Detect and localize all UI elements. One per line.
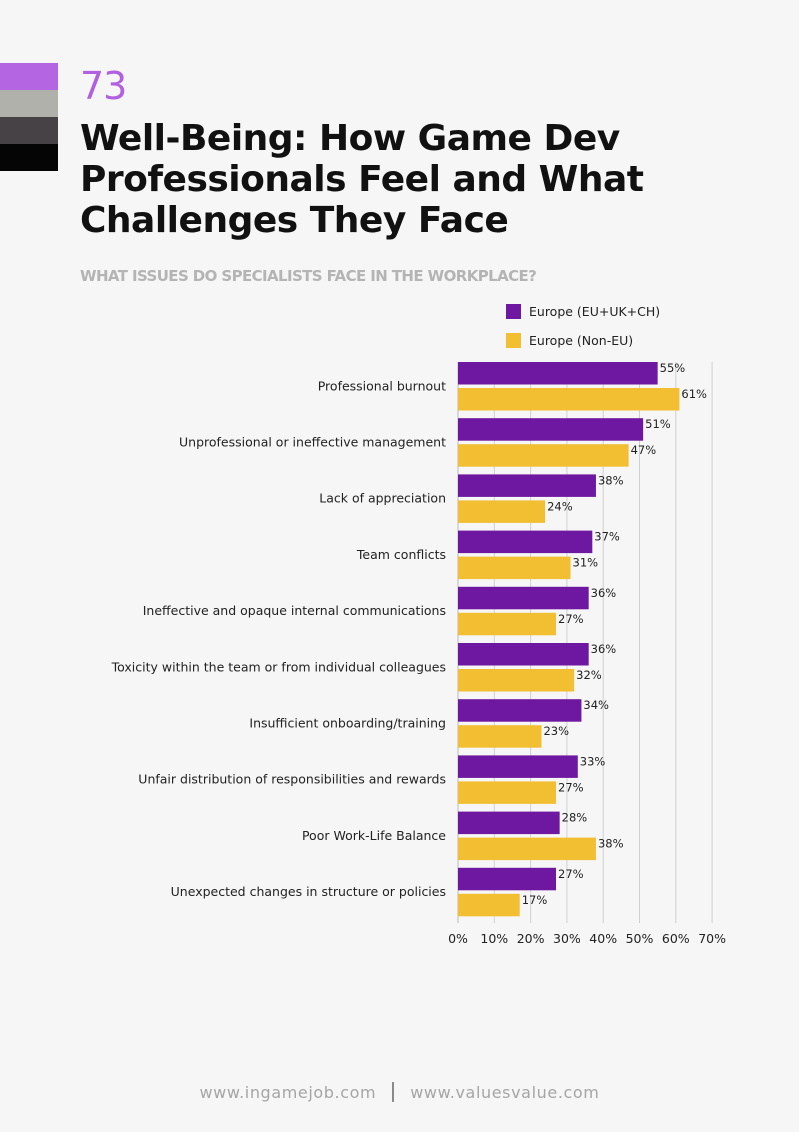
data-label: 38% [598, 837, 624, 851]
data-label: 28% [562, 811, 588, 825]
chart-title: WHAT ISSUES DO SPECIALISTS FACE IN THE W… [80, 267, 537, 285]
legend-swatch-eu [506, 304, 521, 319]
bar [458, 699, 582, 722]
bar [458, 867, 557, 891]
category-label: Team conflicts [356, 547, 446, 562]
bar [458, 444, 629, 467]
legend-item-non-eu: Europe (Non-EU) [506, 332, 660, 349]
data-label: 36% [591, 642, 617, 656]
bar [458, 643, 589, 666]
data-label: 27% [558, 780, 584, 794]
bar [458, 586, 589, 610]
data-label: 32% [576, 668, 602, 682]
bar [458, 500, 546, 523]
x-tick-label: 0% [448, 931, 468, 946]
category-label: Ineffective and opaque internal communic… [143, 603, 446, 618]
data-label: 27% [558, 867, 584, 881]
bar [458, 755, 578, 778]
data-label: 61% [681, 387, 707, 401]
bar-chart: 0% 10% 20% 30% 40% 50% 60% 70% Professional burn… [111, 361, 726, 946]
bar [458, 362, 658, 385]
bar [458, 418, 644, 441]
bar [458, 530, 593, 554]
bar [458, 612, 557, 636]
data-label: 51% [645, 417, 671, 431]
legend-label-eu: Europe (EU+UK+CH) [529, 304, 661, 319]
data-label: 27% [558, 612, 584, 626]
data-label: 34% [583, 698, 609, 712]
category-label: Professional burnout [318, 378, 446, 393]
data-label: 36% [591, 586, 617, 600]
x-tick-label: 20% [517, 931, 545, 946]
color-swatch-dark [0, 117, 58, 144]
legend-item-eu: Europe (EU+UK+CH) [506, 303, 660, 320]
data-label: 55% [660, 361, 686, 375]
bar [458, 669, 575, 692]
chart-legend: Europe (EU+UK+CH) Europe (Non-EU) [506, 303, 660, 361]
legend-label-non-eu: Europe (Non-EU) [529, 333, 634, 348]
bar [458, 556, 571, 580]
footer-link-valuesvalue[interactable]: www.valuesvalue.com [410, 1082, 600, 1102]
data-label: 33% [580, 754, 606, 768]
bar [458, 388, 680, 411]
data-label: 47% [631, 443, 657, 457]
data-label: 31% [573, 556, 599, 570]
page-number: 73 [80, 64, 127, 108]
category-label: Lack of appreciation [319, 491, 446, 506]
x-tick-label: 70% [698, 931, 726, 946]
color-swatch-black [0, 144, 58, 171]
footer-link-ingamejob[interactable]: www.ingamejob.com [199, 1082, 377, 1102]
category-label: Unfair distribution of responsibilities … [138, 772, 446, 787]
x-tick-label: 10% [480, 931, 508, 946]
color-swatch-purple [0, 63, 58, 90]
x-tick-label: 50% [626, 931, 654, 946]
footer-separator [392, 1082, 395, 1102]
legend-swatch-non-eu [506, 333, 521, 348]
bar [458, 811, 560, 835]
data-label: 23% [543, 724, 569, 738]
bar [458, 725, 542, 748]
category-label: Poor Work-Life Balance [302, 828, 446, 843]
bar [458, 474, 596, 497]
category-label: Unexpected changes in structure or polic… [171, 884, 446, 899]
data-label: 17% [522, 893, 548, 907]
x-tick-label: 40% [589, 931, 617, 946]
data-label: 37% [594, 530, 620, 544]
category-label: Unprofessional or ineffective management [179, 434, 446, 449]
data-label: 24% [547, 499, 573, 513]
color-stack [0, 63, 58, 171]
page-title: Well-Being: How Game Dev Professionals F… [80, 118, 644, 241]
category-label: Toxicity within the team or from individ… [111, 659, 446, 674]
bar [458, 781, 557, 804]
category-label: Insufficient onboarding/training [249, 715, 446, 730]
bar [458, 837, 596, 861]
x-tick-label: 60% [662, 931, 690, 946]
bar [458, 893, 520, 917]
x-tick-label: 30% [553, 931, 581, 946]
color-swatch-gray [0, 90, 58, 117]
data-label: 38% [598, 473, 624, 487]
footer: www.ingamejob.com www.valuesvalue.com [0, 1082, 799, 1102]
